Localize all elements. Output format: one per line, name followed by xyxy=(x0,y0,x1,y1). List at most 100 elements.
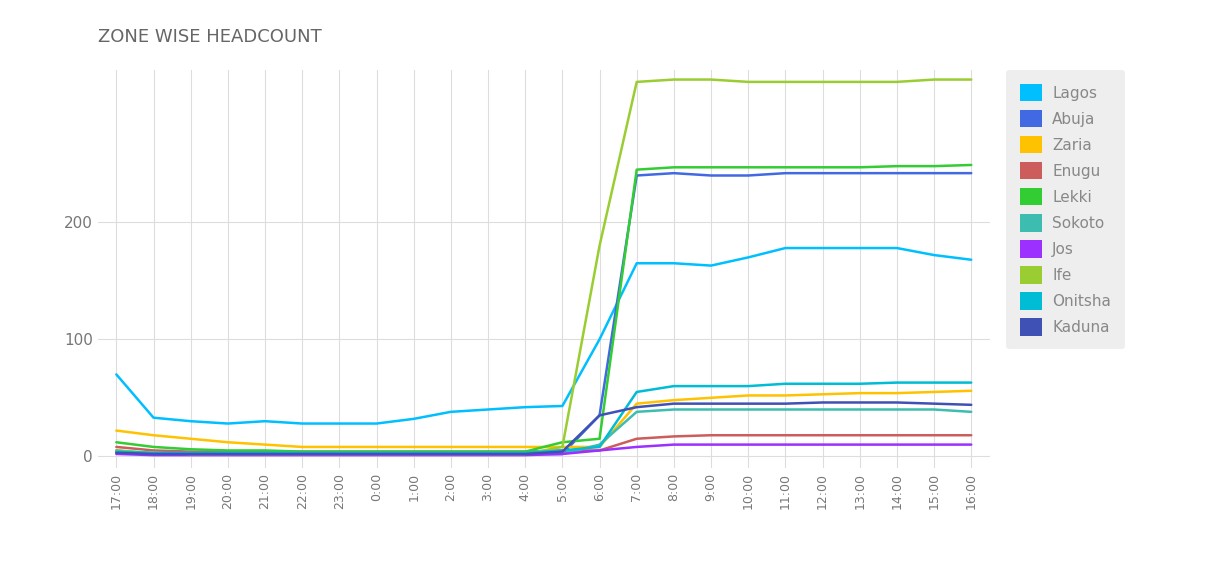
Kaduna xyxy=(666,400,681,407)
Zaria xyxy=(258,441,273,448)
Jos xyxy=(815,441,830,448)
Onitsha xyxy=(778,380,793,387)
Lagos xyxy=(109,371,123,378)
Lekki xyxy=(258,447,273,454)
Kaduna xyxy=(518,450,533,457)
Sokoto xyxy=(295,450,309,457)
Lagos xyxy=(704,262,719,269)
Ife xyxy=(815,78,830,85)
Enugu xyxy=(704,432,719,439)
Lagos xyxy=(964,256,979,263)
Lagos xyxy=(480,406,495,413)
Sokoto xyxy=(109,449,123,456)
Abuja xyxy=(629,172,644,179)
Enugu xyxy=(369,448,384,455)
Lagos xyxy=(258,418,273,425)
Lekki xyxy=(183,446,198,453)
Abuja xyxy=(666,170,681,177)
Onitsha xyxy=(815,380,830,387)
Zaria xyxy=(666,397,681,404)
Lagos xyxy=(853,245,868,252)
Lekki xyxy=(629,166,644,173)
Sokoto xyxy=(778,406,793,413)
Sokoto xyxy=(629,408,644,415)
Kaduna xyxy=(704,400,719,407)
Ife xyxy=(220,450,235,457)
Lekki xyxy=(220,447,235,454)
Kaduna xyxy=(926,400,941,407)
Abuja xyxy=(926,170,941,177)
Sokoto xyxy=(369,450,384,457)
Enugu xyxy=(220,448,235,455)
Lekki xyxy=(109,439,123,446)
Jos xyxy=(518,452,533,459)
Abuja xyxy=(890,170,904,177)
Ife xyxy=(183,450,198,457)
Onitsha xyxy=(593,443,607,450)
Zaria xyxy=(926,388,941,395)
Jos xyxy=(332,452,347,459)
Zaria xyxy=(480,443,495,450)
Lekki xyxy=(778,164,793,171)
Ife xyxy=(593,242,607,249)
Enugu xyxy=(109,443,123,450)
Enugu xyxy=(629,435,644,442)
Onitsha xyxy=(704,383,719,390)
Jos xyxy=(369,452,384,459)
Abuja xyxy=(964,170,979,177)
Lagos xyxy=(741,254,755,261)
Abuja xyxy=(778,170,793,177)
Ife xyxy=(741,78,755,85)
Lekki xyxy=(295,448,309,455)
Abuja xyxy=(593,412,607,419)
Lekki xyxy=(593,435,607,442)
Sokoto xyxy=(555,450,569,457)
Jos xyxy=(853,441,868,448)
Ife xyxy=(704,76,719,83)
Jos xyxy=(741,441,755,448)
Ife xyxy=(964,76,979,83)
Kaduna xyxy=(109,449,123,456)
Ife xyxy=(295,450,309,457)
Ife xyxy=(258,450,273,457)
Lekki xyxy=(555,439,569,446)
Jos xyxy=(109,450,123,457)
Kaduna xyxy=(369,450,384,457)
Onitsha xyxy=(629,388,644,395)
Zaria xyxy=(593,443,607,450)
Zaria xyxy=(629,400,644,407)
Abuja xyxy=(555,450,569,457)
Sokoto xyxy=(964,408,979,415)
Enugu xyxy=(147,447,161,454)
Lagos xyxy=(369,420,384,427)
Lekki xyxy=(704,164,719,171)
Ife xyxy=(147,449,161,456)
Lagos xyxy=(666,260,681,267)
Ife xyxy=(890,78,904,85)
Ife xyxy=(629,78,644,85)
Onitsha xyxy=(741,383,755,390)
Abuja xyxy=(741,172,755,179)
Ife xyxy=(444,450,458,457)
Zaria xyxy=(183,435,198,442)
Abuja xyxy=(444,450,458,457)
Abuja xyxy=(369,450,384,457)
Ife xyxy=(109,447,123,454)
Ife xyxy=(332,450,347,457)
Kaduna xyxy=(444,450,458,457)
Onitsha xyxy=(890,379,904,386)
Abuja xyxy=(704,172,719,179)
Onitsha xyxy=(183,449,198,456)
Line: Kaduna: Kaduna xyxy=(116,402,971,454)
Kaduna xyxy=(629,404,644,411)
Sokoto xyxy=(741,406,755,413)
Jos xyxy=(666,441,681,448)
Ife xyxy=(853,78,868,85)
Abuja xyxy=(295,450,309,457)
Lekki xyxy=(332,448,347,455)
Abuja xyxy=(815,170,830,177)
Jos xyxy=(555,450,569,457)
Kaduna xyxy=(555,448,569,455)
Zaria xyxy=(444,443,458,450)
Kaduna xyxy=(593,412,607,419)
